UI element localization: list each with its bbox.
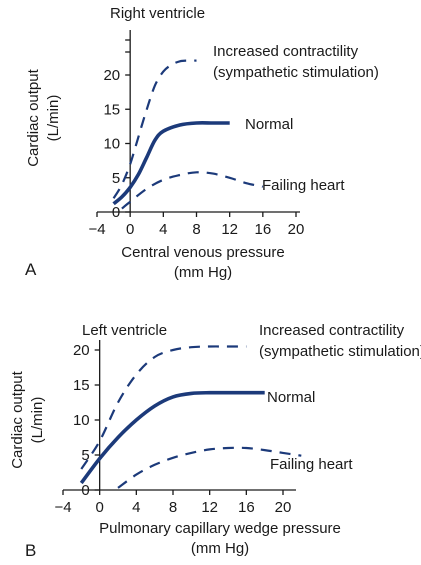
chart-title: Right ventricle (110, 5, 205, 22)
x-tick-label: 16 (254, 221, 271, 238)
x-tick-label: 16 (238, 499, 255, 516)
series-line-normal (79, 390, 265, 485)
x-tick-label: −4 (54, 499, 71, 516)
y-tick-label: 5 (112, 170, 120, 187)
series-line-increased-contractility (112, 59, 197, 199)
series-label-failing-heart: Failing heart (270, 456, 353, 473)
x-tick-label: 0 (95, 499, 103, 516)
chart-title: Left ventricle (82, 322, 167, 339)
x-axis-label: (mm Hg) (191, 540, 249, 557)
panel-label: A (25, 260, 37, 279)
y-tick-label: 20 (103, 67, 120, 84)
series-label-increased-contractility: Increased contractility (213, 43, 359, 60)
y-tick-label: 10 (103, 136, 120, 153)
x-tick-label: 4 (132, 499, 140, 516)
y-tick-label: 15 (103, 101, 120, 118)
series-line-failing-heart (117, 446, 302, 489)
series-label-increased-contractility: Increased contractility (259, 322, 405, 339)
series-line-increased-contractility (80, 345, 247, 470)
y-tick-label: 0 (112, 204, 120, 221)
series-label-normal: Normal (267, 389, 315, 406)
x-axis-label: Pulmonary capillary wedge pressure (99, 520, 341, 537)
x-axis-label: (mm Hg) (174, 264, 232, 281)
y-axis-label: (L/min) (29, 397, 46, 444)
series-line-failing-heart (121, 171, 264, 210)
y-axis-label: (L/min) (45, 95, 62, 142)
x-tick-label: 8 (169, 499, 177, 516)
panel-label: B (25, 541, 36, 560)
x-tick-label: 4 (159, 221, 167, 238)
series-label-increased-contractility: (sympathetic stimulation) (213, 64, 379, 81)
x-tick-label: 12 (201, 499, 218, 516)
x-tick-label: −4 (88, 221, 105, 238)
y-tick-label: 15 (73, 377, 90, 394)
series-line-normal (112, 121, 230, 206)
y-tick-label: 5 (81, 447, 89, 464)
y-axis-label: Cardiac output (25, 68, 42, 166)
series-label-normal: Normal (245, 116, 293, 133)
series-label-failing-heart: Failing heart (262, 177, 345, 194)
y-axis-label: Cardiac output (9, 370, 26, 468)
x-tick-label: 8 (192, 221, 200, 238)
x-tick-label: 20 (288, 221, 305, 238)
x-axis-label: Central venous pressure (121, 244, 284, 261)
x-tick-label: 20 (275, 499, 292, 516)
y-tick-label: 20 (73, 342, 90, 359)
series-label-increased-contractility: (sympathetic stimulation) (259, 343, 421, 360)
x-tick-label: 12 (221, 221, 238, 238)
y-tick-label: 0 (81, 482, 89, 499)
x-tick-label: 0 (126, 221, 134, 238)
y-tick-label: 10 (73, 412, 90, 429)
